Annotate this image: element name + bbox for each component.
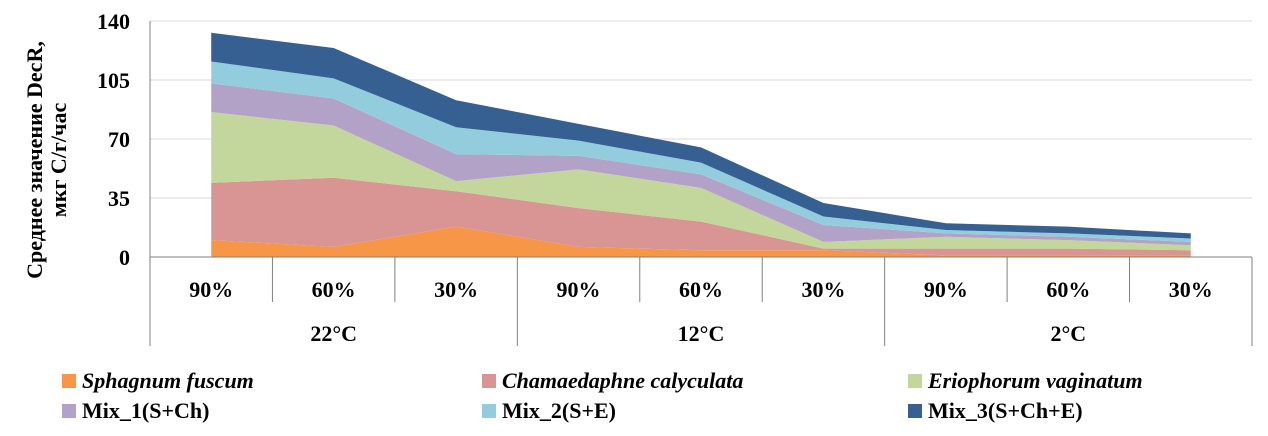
x-category-labels: 90% 60% 30% 90% 60% 30% 90% 60% 30% 22°C 12°C 2°C <box>189 277 1213 346</box>
axes <box>149 21 1253 346</box>
x-tick-label: 60% <box>679 277 723 302</box>
legend-swatch <box>482 374 496 388</box>
area-series <box>211 61 1191 242</box>
area-series <box>211 32 1191 239</box>
y-tick-label: 105 <box>97 68 130 93</box>
y-tick-label: 140 <box>97 9 130 34</box>
legend-swatch <box>482 404 496 418</box>
legend-label: Mix_1(S+Ch) <box>82 398 210 423</box>
x-tick-label: 60% <box>1046 277 1090 302</box>
group-label: 2°C <box>1050 321 1086 346</box>
group-label: 22°C <box>310 321 357 346</box>
y-axis-label-line2: мкг С/г/час <box>46 103 71 218</box>
area-series <box>211 112 1191 251</box>
x-tick-label: 30% <box>801 277 845 302</box>
y-axis-label-line1: Среднее значение DecR, <box>22 41 47 279</box>
legend-swatch <box>62 404 76 418</box>
legend-swatch <box>908 374 922 388</box>
y-tick-label: 35 <box>108 186 130 211</box>
x-tick-label: 60% <box>312 277 356 302</box>
x-tick-label: 90% <box>557 277 601 302</box>
legend-label: Mix_3(S+Ch+E) <box>928 398 1083 423</box>
legend-label: Chamaedaphne calyculata <box>502 368 744 393</box>
legend-item: Mix_1(S+Ch) <box>62 398 209 424</box>
legend-item: Chamaedaphne calyculata <box>482 368 743 394</box>
chart: 0 35 70 105 140 90% 60% 30% 90% 60% 30% 90% 60% 30% 2… <box>22 9 1253 346</box>
legend-item: Eriophorum vaginatum <box>908 368 1143 394</box>
legend-label: Mix_2(S+E) <box>502 398 616 423</box>
legend-swatch <box>62 374 76 388</box>
area-series <box>211 177 1191 256</box>
legend-item: Mix_3(S+Ch+E) <box>908 398 1083 424</box>
area-series <box>211 83 1191 246</box>
y-tick-labels: 0 35 70 105 140 <box>97 9 130 270</box>
x-tick-label: 90% <box>189 277 233 302</box>
y-axis-label-group: Среднее значение DecR, мкг С/г/час <box>22 41 71 279</box>
x-tick-label: 30% <box>434 277 478 302</box>
legend-label: Eriophorum vaginatum <box>928 368 1143 393</box>
group-label: 12°C <box>678 321 725 346</box>
y-tick-label: 70 <box>108 127 130 152</box>
x-tick-label: 90% <box>924 277 968 302</box>
y-tick-label: 0 <box>119 245 130 270</box>
legend-item: Sphagnum fuscum <box>62 368 254 394</box>
area-series-group <box>211 32 1191 257</box>
x-tick-label: 30% <box>1169 277 1213 302</box>
area-series <box>211 226 1191 257</box>
legend-item: Mix_2(S+E) <box>482 398 616 424</box>
legend-label: Sphagnum fuscum <box>82 368 254 393</box>
legend-swatch <box>908 404 922 418</box>
